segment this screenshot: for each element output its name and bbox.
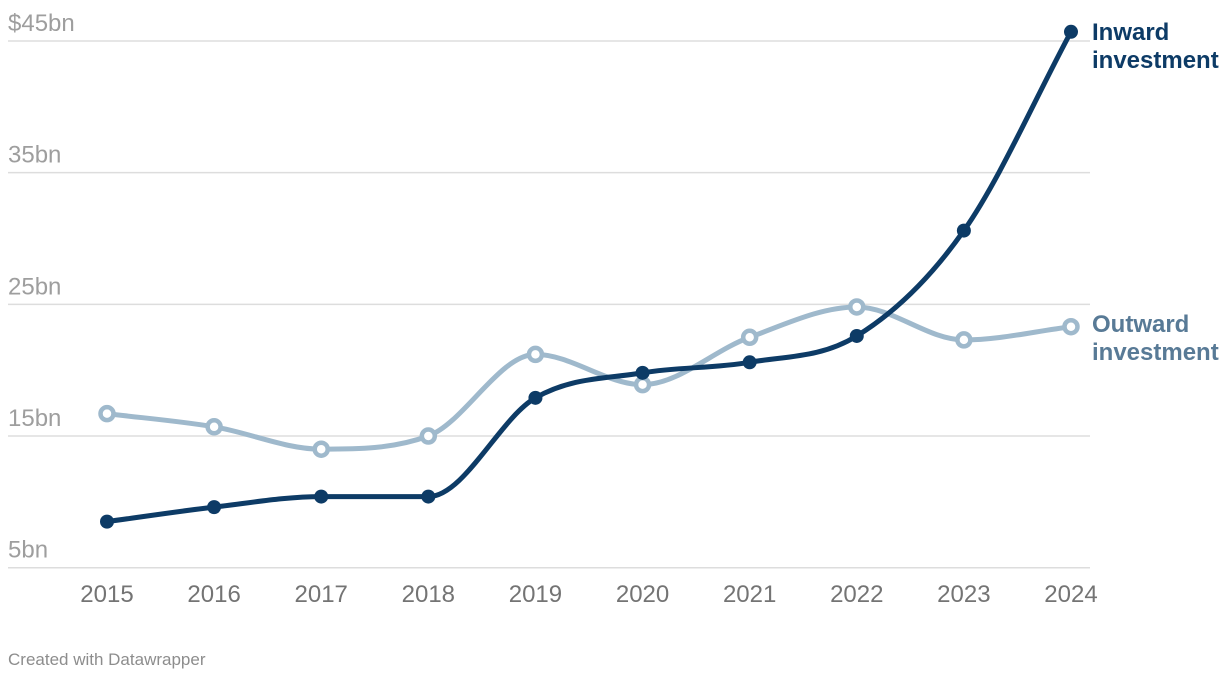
outward-investment-point-2019[interactable] xyxy=(526,345,545,364)
y-tick-label-35bn: 35bn xyxy=(8,142,61,169)
inward-investment-point-2017[interactable] xyxy=(314,489,329,504)
x-tick-label-2023: 2023 xyxy=(937,581,990,608)
outward-investment-point-2018[interactable] xyxy=(419,427,438,445)
y-tick-label-5bn: 5bn xyxy=(8,537,48,564)
inward-investment-point-2021[interactable] xyxy=(742,355,757,370)
outward-investment-point-2017[interactable] xyxy=(312,440,330,458)
x-tick-label-2015: 2015 xyxy=(80,581,133,608)
outward-investment-point-2020[interactable] xyxy=(633,375,652,394)
inward-investment-point-2016[interactable] xyxy=(207,500,222,515)
outward-investment-point-2015[interactable] xyxy=(98,404,116,423)
outward-investment-point-2016[interactable] xyxy=(205,418,223,436)
inward-investment-point-2023[interactable] xyxy=(956,223,971,238)
series-label-outward-investment: Outward investment xyxy=(1092,311,1219,366)
x-tick-label-2016: 2016 xyxy=(187,581,240,608)
inward-investment-point-2018[interactable] xyxy=(421,489,436,504)
x-tick-label-2017: 2017 xyxy=(295,581,348,608)
series-label-inward-investment: Inward investment xyxy=(1092,19,1219,74)
outward-investment-point-2024[interactable] xyxy=(1062,317,1080,336)
y-tick-label-25bn: 25bn xyxy=(8,273,61,300)
x-tick-label-2019: 2019 xyxy=(509,581,562,608)
y-tick-label-15bn: 15bn xyxy=(8,405,61,432)
inward-investment-point-2015[interactable] xyxy=(100,514,114,529)
x-tick-label-2022: 2022 xyxy=(830,581,883,608)
datawrapper-credit-link[interactable]: Created with Datawrapper xyxy=(8,650,206,669)
outward-investment-point-2021[interactable] xyxy=(740,328,759,347)
outward-investment-point-2023[interactable] xyxy=(955,331,973,349)
inward-investment-point-2024[interactable] xyxy=(1063,24,1078,39)
inward-investment-point-2022[interactable] xyxy=(849,328,864,343)
x-tick-label-2024: 2024 xyxy=(1044,581,1097,608)
outward-investment-line xyxy=(104,304,1074,452)
inward-investment-line xyxy=(104,29,1074,525)
x-tick-label-2018: 2018 xyxy=(402,581,455,608)
inward-investment-point-2019[interactable] xyxy=(528,390,543,405)
outward-investment-point-2022[interactable] xyxy=(848,298,866,316)
x-tick-label-2021: 2021 xyxy=(723,581,776,608)
y-tick-label-45bn: $45bn xyxy=(8,10,75,37)
inward-investment-point-2020[interactable] xyxy=(635,365,650,380)
x-tick-label-2020: 2020 xyxy=(616,581,669,608)
